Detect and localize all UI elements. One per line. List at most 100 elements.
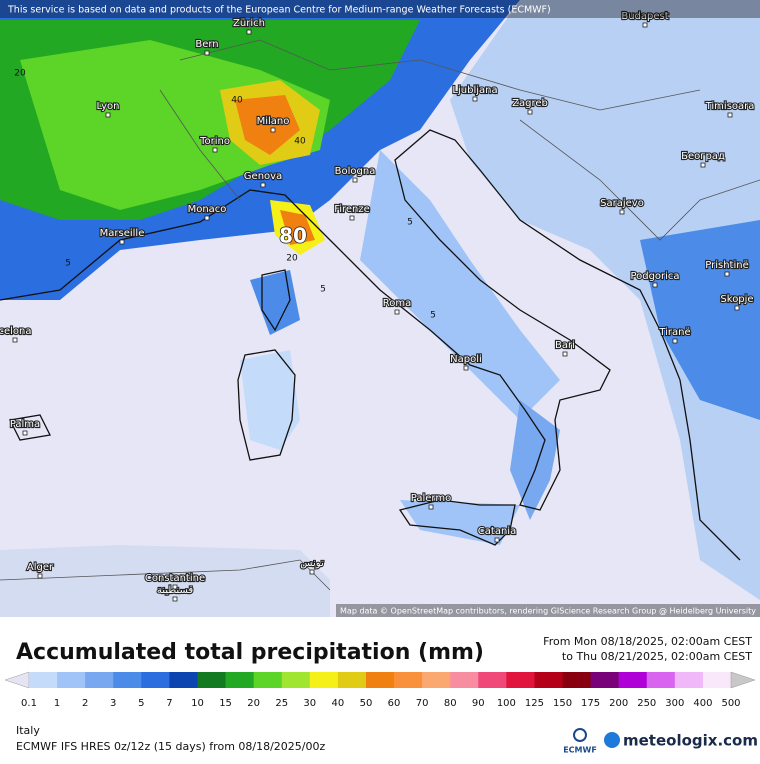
city-marker — [428, 504, 434, 510]
legend: 0.1 1 2 3 5 7 10 15 20 25 30 40 50 60 70 80 90 100 125 150 1… — [4, 671, 756, 709]
city-marker — [204, 215, 210, 221]
city-marker — [724, 271, 730, 277]
city-label: Torino — [199, 136, 230, 147]
legend-level: 400 — [693, 698, 712, 709]
legend-title: Accumulated total precipitation (mm) — [16, 640, 484, 665]
city-label: Prishtinë — [705, 260, 748, 271]
ecmwf-logo: ECMWF — [563, 746, 597, 755]
city-marker — [260, 182, 266, 188]
legend-swatch — [141, 672, 170, 688]
legend-swatch — [113, 672, 142, 688]
city-label: Tiranë — [658, 327, 690, 338]
city-label: Alger — [27, 562, 54, 573]
city-marker — [212, 147, 218, 153]
legend-level: 1 — [54, 698, 60, 709]
legend-level: 5 — [138, 698, 144, 709]
legend-arrow — [4, 671, 30, 689]
legend-level: 25 — [275, 698, 288, 709]
site-logo: meteologix.com — [623, 732, 758, 750]
city-label: Timisoara — [705, 101, 755, 112]
period-to: to Thu 08/21/2025, 02:00am CEST — [562, 650, 752, 663]
legend-level: 15 — [219, 698, 232, 709]
contour-label: 20 — [286, 254, 298, 264]
legend-level: 70 — [416, 698, 429, 709]
city-marker — [619, 209, 625, 215]
legend-swatch — [534, 672, 564, 688]
city-label: Constantine — [145, 573, 205, 584]
city-label: Skopje — [720, 294, 753, 305]
city-label: Napoli — [450, 354, 482, 365]
legend-level: 50 — [360, 698, 373, 709]
city-label: Budapest — [621, 11, 668, 22]
contour-label: 5 — [407, 218, 413, 228]
contour-label: 5 — [430, 311, 436, 321]
city-marker — [12, 337, 18, 343]
legend-swatch — [422, 672, 451, 688]
city-marker — [527, 109, 533, 115]
legend-level: 175 — [581, 698, 600, 709]
city-marker — [352, 177, 358, 183]
city-label: Genova — [244, 171, 282, 182]
city-marker — [734, 305, 740, 311]
ecmwf-icon — [573, 728, 587, 742]
legend-swatch — [618, 672, 648, 688]
notice-bg — [0, 0, 760, 18]
city-marker — [700, 162, 706, 168]
legend-level: 200 — [609, 698, 628, 709]
legend-level: 7 — [166, 698, 172, 709]
legend-swatch — [225, 672, 255, 688]
city-marker — [119, 239, 125, 245]
city-label: Zürich — [233, 18, 265, 29]
city-label: Monaco — [188, 204, 227, 215]
model-info: ECMWF IFS HRES 0z/12z (15 days) from 08/… — [16, 740, 326, 753]
contour-label: 40 — [294, 137, 306, 147]
legend-swatch — [702, 672, 732, 688]
legend-swatch — [309, 672, 339, 688]
period-from: From Mon 08/18/2025, 02:00am CEST — [543, 635, 752, 648]
legend-swatch — [478, 672, 507, 688]
city-label: Marseille — [100, 228, 145, 239]
city-label: celona — [0, 326, 32, 337]
legend-swatch — [169, 672, 198, 688]
city-label: Podgorica — [630, 271, 679, 282]
city-marker — [349, 215, 355, 221]
legend-level: 30 — [303, 698, 316, 709]
legend-level: 0.1 — [21, 698, 37, 709]
legend-swatch — [85, 672, 114, 688]
city-label: Београд — [681, 151, 725, 162]
map — [0, 0, 760, 617]
city-label: Lyon — [96, 101, 119, 112]
legend-level: 100 — [497, 698, 516, 709]
legend-swatch — [646, 672, 676, 688]
legend-level: 3 — [110, 698, 116, 709]
city-marker — [494, 537, 500, 543]
legend-level: 80 — [444, 698, 457, 709]
legend-level: 125 — [525, 698, 544, 709]
legend-swatch — [29, 672, 58, 688]
city-marker — [204, 50, 210, 56]
city-label: Bologna — [335, 166, 376, 177]
city-label: Ljubljana — [452, 85, 497, 96]
legend-swatch — [281, 672, 311, 688]
city-label: Catania — [478, 526, 516, 537]
city-label: Zagreb — [512, 98, 548, 109]
city-label: Sarajevo — [600, 198, 644, 209]
legend-arrow — [730, 671, 756, 689]
legend-level: 40 — [332, 698, 345, 709]
city-marker — [672, 338, 678, 344]
city-marker — [642, 22, 648, 28]
legend-level: 250 — [637, 698, 656, 709]
city-marker — [37, 573, 43, 579]
legend-swatch — [197, 672, 227, 688]
city-marker — [727, 112, 733, 118]
contour-label: 80 — [279, 224, 307, 248]
legend-swatch — [394, 672, 423, 688]
legend-level: 10 — [191, 698, 204, 709]
legend-swatch — [57, 672, 86, 688]
notice: This service is based on data and produc… — [7, 5, 551, 16]
city-marker — [22, 430, 28, 436]
contour-label: 5 — [320, 285, 326, 295]
contour-label: 5 — [65, 259, 71, 269]
city-marker — [172, 596, 178, 602]
